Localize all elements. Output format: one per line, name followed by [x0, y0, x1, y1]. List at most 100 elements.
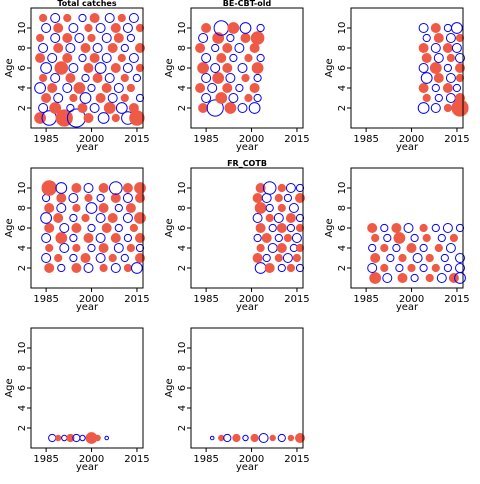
x-axis-label: year [236, 462, 259, 473]
y-tick-label: 4 [337, 85, 348, 91]
bubble-point [201, 93, 212, 103]
x-tick-label: 2000 [79, 294, 104, 305]
bubble-point [452, 83, 461, 93]
bubble-point [295, 223, 305, 233]
bubble-point [114, 223, 123, 233]
y-tick-label: 6 [17, 225, 28, 231]
bubble-point [431, 83, 440, 93]
bubble-point [40, 62, 52, 74]
y-tick-label: 10 [337, 182, 348, 195]
bubble-point [418, 43, 429, 53]
bubble-point [445, 93, 456, 103]
bubble-point [69, 253, 78, 263]
bubble-point [79, 92, 92, 104]
bubble-point [262, 253, 271, 263]
bubble-point [277, 183, 286, 193]
bubble-point [421, 53, 432, 63]
bubble-point [195, 83, 206, 93]
bubble-point [276, 223, 287, 233]
bubble-point [98, 183, 109, 193]
y-axis-label: Age [4, 378, 15, 397]
bubble-point [71, 223, 82, 233]
bubble-point [222, 83, 233, 93]
bubble-point [98, 203, 109, 213]
y-tick-label: 8 [17, 45, 28, 51]
y-tick-label: 4 [177, 405, 188, 411]
bubble-point [81, 73, 90, 83]
bubble-point [286, 263, 295, 273]
y-tick-label: 2 [177, 105, 188, 111]
bubble-point [216, 53, 227, 63]
plot-frame [190, 327, 304, 449]
x-tick-label: 1985 [33, 294, 58, 305]
bubble-point [79, 434, 86, 442]
bubble-point [122, 183, 133, 193]
x-tick-label: 2015 [284, 294, 309, 305]
x-tick-label: 2000 [399, 134, 424, 145]
bubble-point [222, 63, 233, 73]
panel-6: 1985 2000 2015 2 4 6 8 10 year Age [324, 167, 470, 313]
plot-frame [30, 327, 144, 449]
bubble-point [223, 433, 232, 443]
panel-5: FR_COTB 1985 2000 2015 2 4 6 8 10 year Age [164, 159, 310, 313]
bubble-point [107, 93, 118, 103]
bubble-point [68, 193, 79, 203]
bubble-point [80, 253, 91, 263]
bubble-point [132, 73, 141, 83]
bubble-point [430, 103, 441, 113]
bubble-point [53, 23, 64, 33]
bubble-point [368, 243, 377, 253]
bubble-point [108, 253, 117, 263]
bubble-point [198, 103, 209, 113]
bubble-point [126, 243, 135, 253]
bubble-point [66, 103, 75, 113]
bubble-point [224, 102, 237, 114]
bubble-point [285, 183, 296, 193]
bubble-point [83, 183, 94, 193]
bubble-point [129, 110, 145, 126]
bubble-point [41, 253, 52, 263]
bubble-point [74, 33, 85, 43]
x-axis-label: year [396, 302, 419, 313]
bubble-point [95, 93, 106, 103]
y-tick-label: 10 [177, 342, 188, 355]
x-tick-label: 2000 [79, 134, 104, 145]
bubble-point [235, 83, 244, 93]
bubble-point [104, 435, 109, 441]
bubble-point [62, 33, 73, 43]
bubble-point [44, 263, 55, 273]
y-tick-label: 8 [337, 45, 348, 51]
bubble-point [120, 73, 129, 83]
bubble-point [430, 23, 441, 33]
bubble-point [35, 53, 46, 63]
y-tick-label: 10 [17, 182, 28, 195]
bubble-point [123, 263, 133, 273]
bubble-point [274, 193, 283, 203]
bubble-point [38, 43, 49, 53]
bubble-point [225, 73, 236, 83]
bubble-point [65, 43, 76, 53]
bubble-point [95, 233, 106, 243]
y-tick-label: 2 [17, 425, 28, 431]
bubble-point [429, 62, 442, 74]
y-tick-label: 8 [177, 45, 188, 51]
bubble-point [228, 93, 239, 103]
panel-1: Total catches 1985 2000 2015 2 4 6 8 10 year Age [4, 0, 150, 153]
x-axis-label: year [396, 142, 419, 153]
bubble-point [391, 223, 402, 233]
bubble-point [39, 73, 48, 83]
x-tick-label: 2015 [444, 134, 469, 145]
bubble-point [41, 23, 52, 33]
y-tick-label: 8 [177, 365, 188, 371]
y-tick-label: 2 [177, 265, 188, 271]
x-tick-label: 2015 [284, 134, 309, 145]
bubble-point [135, 243, 145, 253]
panel-7: 1985 2000 2015 2 4 6 8 10 year Age [4, 327, 150, 473]
bubble-point [445, 243, 456, 253]
y-tick-label: 6 [337, 225, 348, 231]
bubble-point [110, 63, 121, 73]
bubble-point [36, 33, 45, 43]
bubble-point [65, 73, 76, 83]
bubble-point [455, 253, 465, 263]
bubble-point [383, 233, 392, 243]
